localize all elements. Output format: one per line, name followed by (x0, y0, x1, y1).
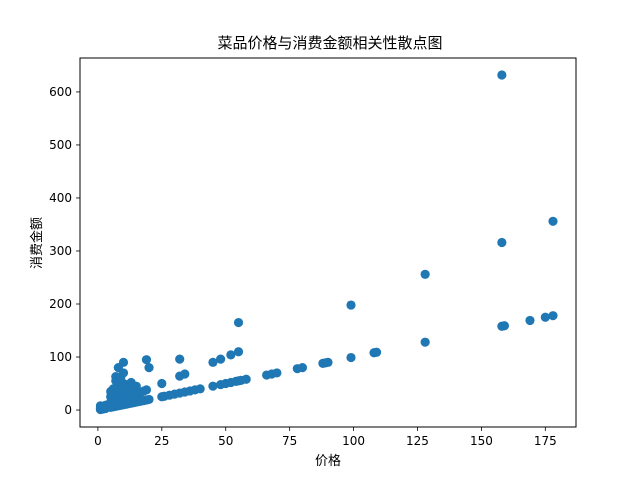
data-point (233, 317, 244, 328)
y-tick-label: 200 (49, 297, 72, 311)
data-point (525, 315, 535, 326)
data-point (144, 363, 154, 373)
y-tick-label: 100 (49, 350, 72, 364)
data-point (118, 357, 129, 367)
data-point (144, 394, 154, 405)
data-point (548, 311, 558, 321)
data-point (420, 269, 430, 279)
data-point (323, 357, 333, 367)
y-tick-label: 600 (49, 85, 72, 99)
data-point (195, 384, 205, 394)
data-point (346, 352, 356, 363)
data-point (371, 347, 382, 357)
x-tick-label: 25 (154, 434, 169, 448)
x-tick-label: 125 (406, 434, 429, 448)
data-point (499, 321, 510, 331)
x-tick-label: 50 (218, 434, 233, 448)
data-point (208, 357, 218, 367)
data-point (157, 378, 167, 389)
data-point (180, 369, 190, 379)
data-point (297, 363, 308, 373)
data-point (497, 237, 507, 248)
y-tick-label: 0 (64, 403, 72, 417)
chart-title: 菜品价格与消费金额相关性散点图 (217, 34, 442, 52)
x-tick-label: 0 (94, 434, 102, 448)
data-point (118, 368, 129, 378)
data-point (141, 385, 152, 395)
x-tick-label: 100 (342, 434, 365, 448)
x-tick-label: 150 (470, 434, 493, 448)
data-point (226, 350, 236, 360)
ticks-layer: 0 25 50 75 100 125 150 175 0 100 200 300 400 500 600 (49, 85, 557, 448)
x-tick-label: 175 (534, 434, 557, 448)
data-point (141, 355, 152, 365)
data-point (208, 381, 218, 391)
y-tick-label: 300 (49, 244, 72, 258)
data-point (272, 368, 282, 378)
points-layer (95, 70, 558, 415)
plot-frame (79, 57, 577, 428)
data-point (216, 354, 226, 364)
data-point (548, 216, 558, 226)
data-point (346, 300, 356, 310)
data-point (420, 337, 430, 347)
x-axis-label: 价格 (315, 453, 341, 469)
data-point (540, 312, 550, 322)
x-tick-label: 75 (282, 434, 297, 448)
y-tick-label: 500 (49, 138, 72, 152)
data-point (497, 70, 507, 80)
y-axis-label: 消费金额 (29, 217, 45, 269)
data-point (233, 347, 244, 357)
data-point (175, 354, 185, 364)
data-point (241, 374, 251, 384)
y-tick-label: 400 (49, 191, 72, 205)
